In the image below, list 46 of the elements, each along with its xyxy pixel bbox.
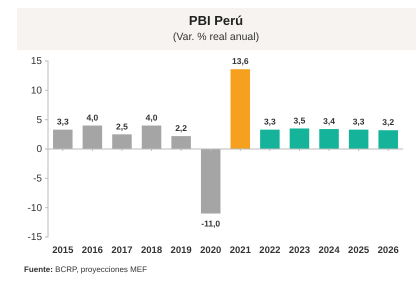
- y-tick-label: -15: [28, 232, 42, 244]
- data-label: 13,6: [232, 56, 249, 66]
- bar: [348, 130, 368, 149]
- data-label: 3,4: [323, 116, 336, 126]
- bar: [319, 129, 339, 149]
- y-tick-label: 10: [30, 86, 42, 97]
- bar: [53, 130, 73, 149]
- x-tick-label: 2020: [200, 245, 222, 256]
- x-tick-label: 2018: [140, 245, 162, 256]
- y-tick-label: -10: [28, 202, 42, 214]
- y-tick-label: 15: [30, 56, 42, 68]
- bar: [290, 128, 310, 149]
- data-label: 4,0: [146, 112, 158, 123]
- bar: [171, 136, 191, 149]
- y-tick-label: 0: [36, 144, 42, 156]
- bar: [200, 149, 220, 214]
- bar: [378, 130, 398, 149]
- bar: [142, 126, 162, 149]
- data-label: 2,5: [116, 121, 128, 132]
- x-tick-label: 2023: [288, 245, 310, 256]
- bar: [260, 130, 280, 149]
- x-tick-label: 2021: [230, 245, 252, 256]
- data-label: 4,0: [86, 112, 99, 123]
- y-tick-label: 5: [36, 114, 42, 126]
- data-label: 3,3: [352, 116, 365, 127]
- x-tick-label: 2015: [52, 245, 74, 256]
- bar: [112, 134, 132, 149]
- x-tick-label: 2017: [111, 245, 133, 256]
- bar: [230, 69, 250, 149]
- data-label: 3,3: [56, 116, 69, 127]
- data-label: 3,3: [264, 116, 276, 127]
- y-tick-label: -5: [33, 174, 42, 185]
- x-tick-label: 2025: [348, 245, 370, 256]
- data-label: 3,2: [382, 117, 394, 128]
- data-label: 2,2: [175, 123, 188, 134]
- data-label: -11,0: [201, 218, 220, 229]
- bar: [82, 126, 102, 149]
- chart-subtitle: (Var. % real anual): [172, 31, 260, 43]
- chart-title: PBI Perú: [188, 13, 244, 28]
- x-tick-label: 2016: [82, 245, 103, 256]
- x-tick-label: 2019: [170, 245, 192, 256]
- x-tick-label: 2022: [259, 245, 280, 256]
- data-label: 3,5: [294, 115, 306, 126]
- x-tick-label: 2024: [318, 245, 340, 256]
- source-note: Fuente: BCRP, proyecciones MEF: [24, 265, 148, 274]
- x-tick-label: 2026: [378, 245, 399, 256]
